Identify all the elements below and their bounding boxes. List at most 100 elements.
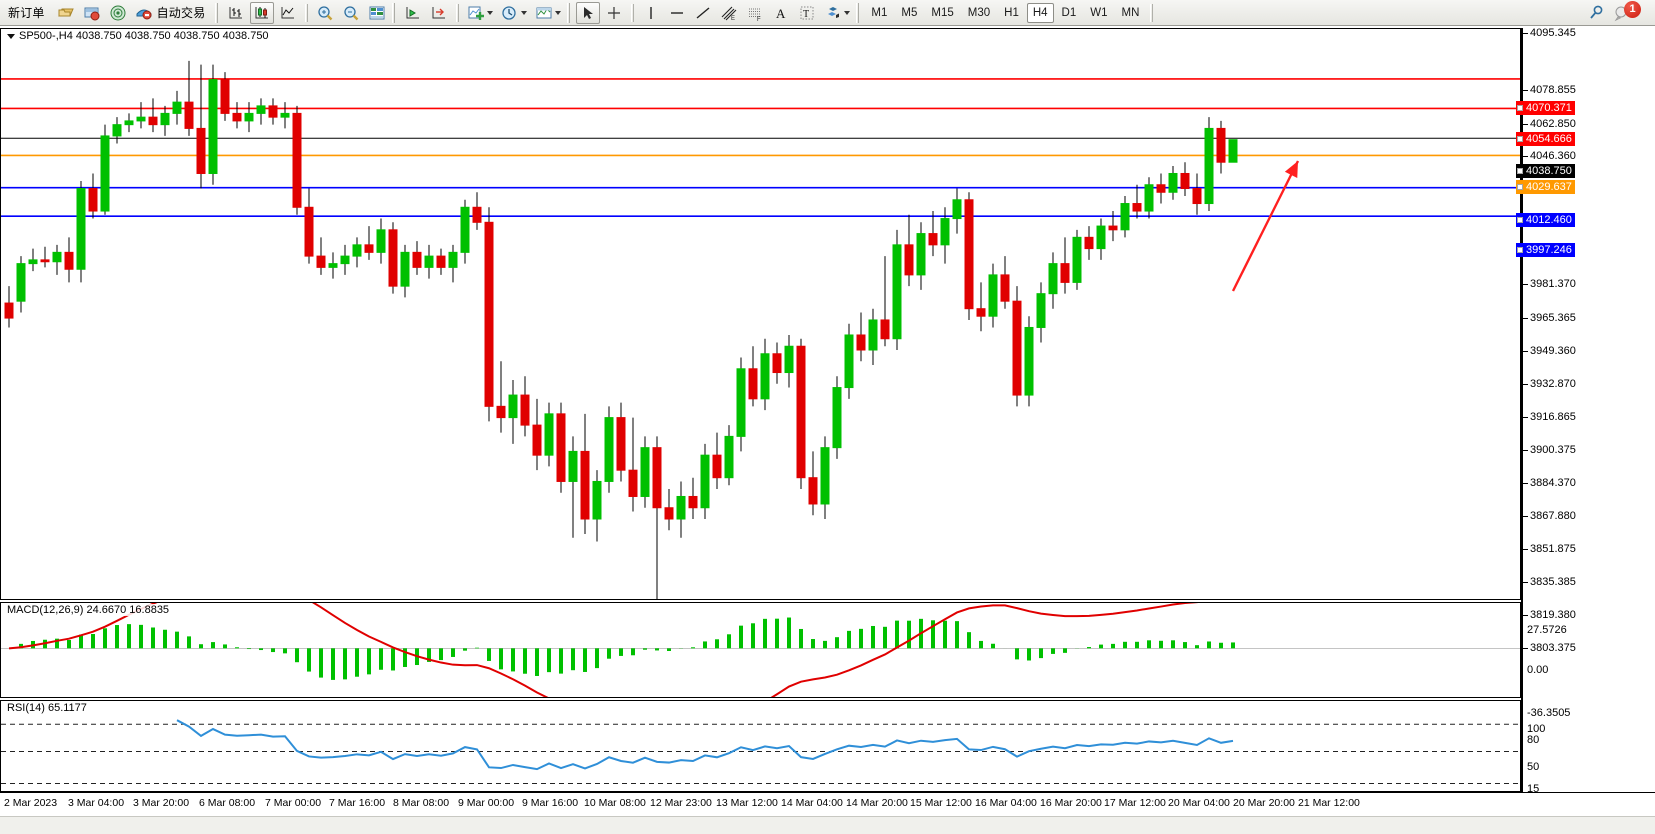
macd-label: MACD(12,26,9) 24.6670 16.8835 <box>5 604 172 616</box>
indicators-icon[interactable] <box>464 2 496 24</box>
time-tick-label: 8 Mar 08:00 <box>393 797 450 809</box>
timeframe-w1[interactable]: W1 <box>1090 6 1108 19</box>
price-level-badge[interactable]: 4070.371 <box>1516 101 1575 115</box>
time-axis[interactable]: 2 Mar 2023 3 Mar 04:00 3 Mar 20:00 6 Mar 08… <box>0 792 1655 816</box>
toolbar-separator-3 <box>631 3 635 22</box>
level-handle-icon[interactable] <box>1517 105 1523 111</box>
candle-body <box>748 368 758 400</box>
timeframe-m30[interactable]: M30 <box>967 6 991 19</box>
period-icon[interactable] <box>498 2 530 24</box>
alert-count-badge: 1 <box>1624 0 1641 18</box>
level-handle-icon[interactable] <box>1517 217 1523 223</box>
indicator-axis-label: -36.3505 <box>1527 707 1571 719</box>
time-tick-label: 7 Mar 16:00 <box>329 797 386 809</box>
candle-body <box>772 353 782 374</box>
level-handle-icon[interactable] <box>1517 168 1523 174</box>
cursor-icon[interactable] <box>576 1 601 24</box>
candle-body <box>412 251 422 268</box>
price-axis[interactable]: 4095.345 4078.855 4070.371 4062.850 4054.666… <box>1516 27 1655 795</box>
folder-icon[interactable] <box>54 2 78 24</box>
timeframe-h4[interactable]: H4 <box>1026 2 1054 23</box>
new-order-label: 新订单 <box>8 6 45 20</box>
chart-shift-icon[interactable] <box>427 2 451 24</box>
candle-body <box>340 255 350 265</box>
data-window-icon[interactable] <box>80 2 104 24</box>
text-label-icon[interactable]: T <box>795 2 819 24</box>
chart-menu-caret-icon[interactable] <box>7 33 15 39</box>
candle-body <box>796 345 806 479</box>
tile-windows-icon[interactable] <box>365 2 389 24</box>
auto-scroll-icon[interactable] <box>401 2 425 24</box>
bar-chart-icon[interactable] <box>224 2 248 24</box>
vertical-line-icon[interactable] <box>639 2 663 24</box>
candlestick-chart-icon[interactable] <box>250 1 275 24</box>
alerts-icon[interactable]: 1 <box>1610 0 1644 24</box>
price-tick <box>1523 582 1528 583</box>
price-tick-label: 3949.360 <box>1530 345 1576 357</box>
horizontal-line-icon[interactable] <box>665 2 689 24</box>
crosshair-icon[interactable] <box>602 2 626 24</box>
price-level-badge[interactable]: 4054.666 <box>1516 132 1575 146</box>
timeframe-d1[interactable]: D1 <box>1061 6 1077 19</box>
level-handle-icon[interactable] <box>1517 184 1523 190</box>
chevron-down-icon-3[interactable] <box>555 10 562 15</box>
chevron-down-icon-4[interactable] <box>844 10 851 15</box>
objects-icon[interactable] <box>821 2 853 24</box>
price-level-badge[interactable]: 4012.460 <box>1516 213 1575 227</box>
search-icon[interactable] <box>1584 2 1608 24</box>
macd-pane[interactable]: MACD(12,26,9) 24.6670 16.8835 <box>0 602 1521 698</box>
toolbar-group-trade: 新订单 自动交易 <box>0 0 213 26</box>
timeframe-m1[interactable]: M1 <box>871 6 888 19</box>
toolbar-grip-2[interactable] <box>392 2 398 23</box>
candle-body <box>280 112 290 118</box>
level-handle-icon[interactable] <box>1517 247 1523 253</box>
price-tick-label: 4095.345 <box>1530 27 1576 39</box>
chevron-down-icon[interactable] <box>487 10 494 15</box>
price-tick <box>1523 549 1528 550</box>
zoom-out-icon[interactable] <box>339 2 363 24</box>
candle-body <box>424 255 434 268</box>
signals-icon[interactable] <box>106 2 130 24</box>
candle-body <box>508 394 518 419</box>
fibonacci-icon[interactable]: F <box>743 2 767 24</box>
timeframe-h1[interactable]: H1 <box>1004 6 1019 19</box>
svg-text:E: E <box>731 16 735 22</box>
price-tick-label: 3900.375 <box>1530 444 1576 456</box>
new-order-button[interactable]: 新订单 <box>1 2 52 24</box>
price-tick <box>1523 516 1528 517</box>
trendline-icon[interactable] <box>691 2 715 24</box>
price-level-badge[interactable]: 3997.246 <box>1516 243 1575 257</box>
candle-body <box>904 244 914 276</box>
price-tick-label: 3851.875 <box>1530 543 1576 555</box>
level-handle-icon[interactable] <box>1517 136 1523 142</box>
price-level-badge[interactable]: 4038.750 <box>1516 164 1575 178</box>
toolbar-grip[interactable] <box>215 2 221 23</box>
timeframe-m15[interactable]: M15 <box>931 6 954 19</box>
candle-body <box>724 435 734 479</box>
autotrading-button[interactable]: 自动交易 <box>132 2 213 24</box>
toolbar-grip-3[interactable] <box>567 2 573 23</box>
candle-body <box>736 368 746 437</box>
price-pane[interactable]: SP500-,H4 4038.750 4038.750 4038.750 403… <box>0 28 1521 600</box>
candle-body <box>52 251 62 263</box>
svg-text:T: T <box>803 9 809 20</box>
chevron-down-icon-2[interactable] <box>521 10 528 15</box>
price-level-badge[interactable]: 4029.637 <box>1516 180 1575 194</box>
candle-body <box>64 251 74 270</box>
price-tick <box>1523 351 1528 352</box>
line-chart-icon[interactable] <box>276 2 300 24</box>
candle-body <box>172 101 182 114</box>
text-icon[interactable]: A <box>769 2 793 24</box>
rsi-pane[interactable]: RSI(14) 65.1177 <box>0 700 1521 792</box>
timeframe-m5[interactable]: M5 <box>901 6 918 19</box>
equidistant-channel-icon[interactable]: E <box>717 2 741 24</box>
candle-body <box>544 413 554 456</box>
toolbar-grip-4[interactable] <box>856 2 862 23</box>
candle-body <box>1024 326 1034 396</box>
candle-body <box>664 507 674 520</box>
zoom-in-icon[interactable] <box>313 2 337 24</box>
templates-icon[interactable] <box>532 2 564 24</box>
timeframe-mn[interactable]: MN <box>1121 6 1140 19</box>
price-level-value: 4012.460 <box>1526 214 1572 226</box>
candle-body <box>136 116 146 122</box>
